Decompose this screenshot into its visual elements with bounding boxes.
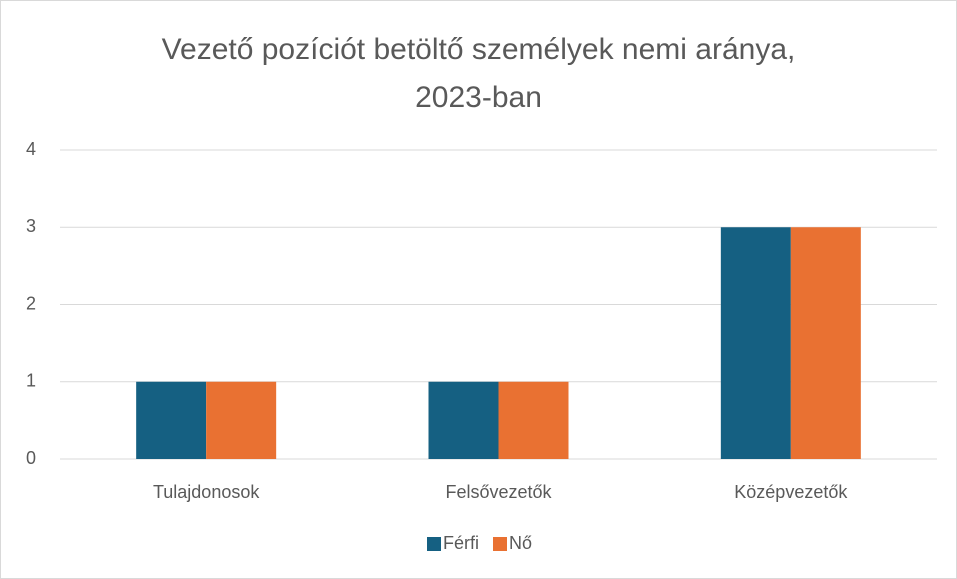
bar <box>720 227 791 459</box>
y-tick-label: 3 <box>26 216 36 236</box>
legend-swatch <box>427 537 441 551</box>
y-tick-label: 2 <box>26 293 36 313</box>
x-tick-label: Tulajdonosok <box>153 482 260 502</box>
bar <box>498 381 569 459</box>
bar <box>206 381 277 459</box>
legend-label: Férfi <box>443 533 479 553</box>
y-tick-label: 4 <box>26 139 36 159</box>
bar <box>136 381 207 459</box>
chart-title: Vezető pozíciót betöltő személyek nemi a… <box>161 33 796 114</box>
x-tick-label: Középvezetők <box>734 482 848 502</box>
bar <box>428 381 499 459</box>
bar <box>790 227 861 459</box>
x-tick-label: Felsővezetők <box>445 482 552 502</box>
y-tick-label: 1 <box>26 371 36 391</box>
y-tick-label: 0 <box>26 448 36 468</box>
legend-label: Nő <box>509 533 532 553</box>
legend-swatch <box>493 537 507 551</box>
